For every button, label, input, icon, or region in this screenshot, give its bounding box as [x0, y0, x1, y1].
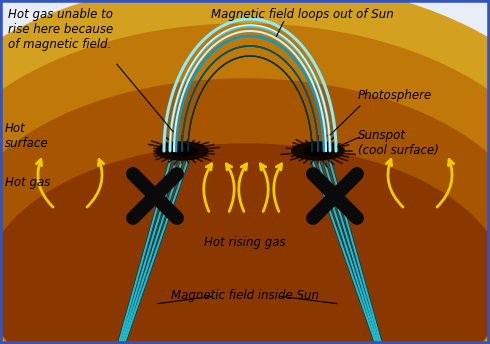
Ellipse shape [167, 146, 197, 156]
Text: Hot gas: Hot gas [5, 176, 50, 189]
Ellipse shape [0, 79, 490, 344]
Ellipse shape [0, 24, 490, 344]
Ellipse shape [0, 144, 490, 344]
Text: Photosphere: Photosphere [358, 89, 432, 103]
Text: Magnetic field loops out of Sun: Magnetic field loops out of Sun [211, 8, 393, 21]
Ellipse shape [292, 142, 344, 160]
Text: Magnetic field inside Sun: Magnetic field inside Sun [171, 289, 319, 302]
Text: Hot rising gas: Hot rising gas [204, 236, 286, 249]
Text: Hot gas unable to
rise here because
of magnetic field.: Hot gas unable to rise here because of m… [8, 8, 113, 51]
Ellipse shape [156, 142, 208, 160]
Text: Hot
surface: Hot surface [5, 122, 49, 150]
Ellipse shape [303, 146, 333, 156]
Text: Sunspot
(cool surface): Sunspot (cool surface) [358, 129, 439, 157]
